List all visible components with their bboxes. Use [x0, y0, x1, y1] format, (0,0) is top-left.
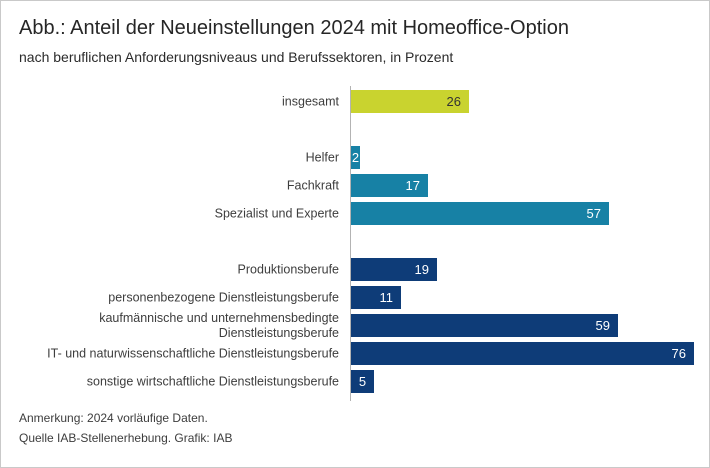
value-label: 5	[358, 374, 367, 389]
bar-track: 11	[351, 286, 699, 309]
category-label: personenbezogene Dienstleistungsberufe	[108, 290, 339, 304]
category-label: Helfer	[305, 150, 339, 164]
bar-track: 17	[351, 174, 699, 197]
bar: 2	[351, 146, 360, 169]
bar: 59	[351, 314, 618, 337]
chart-row: IT- und naturwissenschaftliche Dienstlei…	[1, 342, 709, 365]
bar: 5	[351, 370, 374, 393]
bar-track: 59	[351, 314, 699, 337]
bar-track: 19	[351, 258, 699, 281]
chart-row: kaufmännische und unternehmensbedingte D…	[1, 311, 709, 340]
value-label: 57	[586, 206, 601, 221]
value-label: 26	[446, 94, 461, 109]
category-label: Spezialist und Experte	[214, 206, 339, 220]
bar-track: 57	[351, 202, 699, 225]
bar: 19	[351, 258, 437, 281]
bar-track: 76	[351, 342, 699, 365]
bar-track: 2	[351, 146, 699, 169]
bar: 11	[351, 286, 401, 309]
chart-row: personenbezogene Dienstleistungsberufe 11	[1, 286, 709, 309]
chart-row: Produktionsberufe 19	[1, 258, 709, 281]
bar-chart: insgesamt 26 Helfer 2 Fachkraft 17 Spezialist …	[1, 86, 709, 401]
bar-track: 26	[351, 90, 699, 113]
category-label: IT- und naturwissenschaftliche Dienstlei…	[47, 346, 339, 360]
value-label: 2	[351, 150, 360, 165]
chart-row: Spezialist und Experte 57	[1, 202, 709, 225]
bar: 76	[351, 342, 694, 365]
bar: 26	[351, 90, 469, 113]
bar-track: 5	[351, 370, 699, 393]
bar: 17	[351, 174, 428, 197]
value-label: 19	[414, 262, 429, 277]
chart-subtitle: nach beruflichen Anforderungsniveaus und…	[19, 49, 454, 65]
category-label: insgesamt	[282, 94, 339, 108]
chart-row: insgesamt 26	[1, 90, 709, 113]
y-axis-line	[350, 86, 351, 401]
value-label: 11	[379, 290, 394, 305]
category-label: Produktionsberufe	[237, 262, 339, 276]
bar: 57	[351, 202, 609, 225]
category-label: sonstige wirtschaftliche Dienstleistungs…	[86, 374, 339, 388]
category-label: kaufmännische und unternehmensbedingte D…	[99, 310, 339, 340]
chart-note: Anmerkung: 2024 vorläufige Daten.	[19, 411, 208, 425]
chart-source: Quelle IAB-Stellenerhebung. Grafik: IAB	[19, 431, 233, 445]
chart-row: sonstige wirtschaftliche Dienstleistungs…	[1, 370, 709, 393]
category-label: Fachkraft	[286, 178, 339, 192]
chart-row: Helfer 2	[1, 146, 709, 169]
value-label: 17	[405, 178, 420, 193]
value-label: 76	[671, 346, 686, 361]
chart-row: Fachkraft 17	[1, 174, 709, 197]
chart-title: Abb.: Anteil der Neueinstellungen 2024 m…	[19, 17, 569, 39]
value-label: 59	[595, 318, 610, 333]
